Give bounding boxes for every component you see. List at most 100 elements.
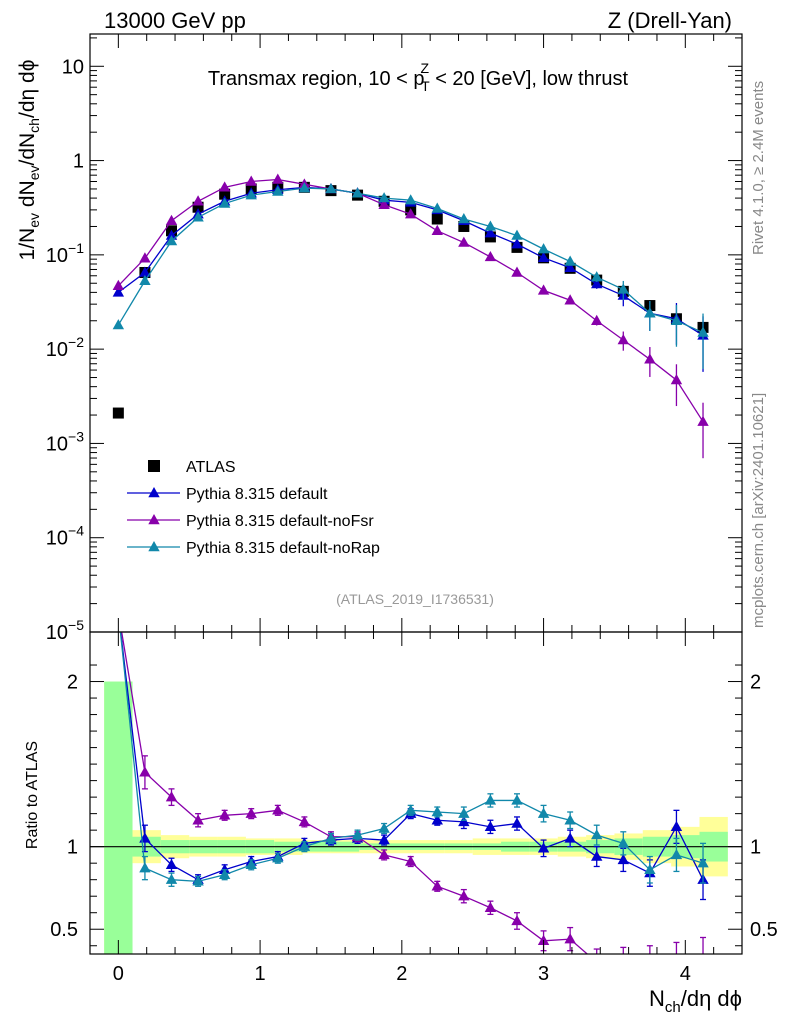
data-point <box>697 326 709 337</box>
ratio-pythia-8-315-default-nofsr <box>121 632 707 966</box>
ratio-data-point <box>511 817 523 828</box>
ratio-data-point <box>458 815 470 827</box>
data-point <box>458 220 470 232</box>
data-point <box>112 286 125 297</box>
ratio-data-point <box>431 805 443 817</box>
ratio-data-point <box>245 807 257 818</box>
ratio-plot: 0.5 0.5 1 1 2 2 0 1 2 3 4 Ratio to ATLAS Nch/dη dϕ <box>24 631 778 1016</box>
data-point <box>617 334 629 345</box>
ratio-axis-ticks: 0.5 0.5 1 1 2 2 0 1 2 3 4 <box>50 632 778 985</box>
data-point <box>484 220 497 231</box>
series-pythia-8-315-default-nofsr <box>112 173 709 459</box>
data-point <box>564 261 576 272</box>
ratio-data-point <box>511 794 523 805</box>
ratio-data-point <box>617 853 629 865</box>
ratio-plot-frame <box>89 631 743 955</box>
ratio-data-point <box>484 820 497 832</box>
data-point <box>112 319 125 330</box>
ratio-data-point <box>591 829 603 840</box>
data-point <box>458 213 470 224</box>
legend-marker <box>148 487 160 498</box>
ratio-series-group <box>119 632 709 966</box>
ratio-data-point <box>458 890 470 901</box>
data-point <box>458 236 470 247</box>
data-point <box>537 284 550 295</box>
data-point <box>431 213 443 225</box>
ratio-data-point <box>351 829 364 840</box>
ratio-x-tick-label: 1 <box>255 963 266 985</box>
y-tick-label: 10−4 <box>46 523 84 550</box>
main-axis-ticks: 10 1 10−1 10−2 10−3 10−4 10−5 <box>46 34 742 644</box>
ratio-y-tick-label: 1 <box>67 837 78 859</box>
ratio-data-point <box>564 933 576 944</box>
ratio-data-point <box>165 873 178 884</box>
data-point <box>139 274 151 286</box>
ratio-data-point <box>618 956 629 966</box>
ratio-y-tick-label-right: 2 <box>750 672 761 694</box>
ratio-data-point <box>431 814 443 825</box>
ratio-data-point <box>298 840 311 851</box>
data-point <box>351 187 364 198</box>
ratio-data-point <box>644 956 655 966</box>
ratio-data-point <box>537 842 550 853</box>
y-tick-label: 1 <box>73 151 84 173</box>
ratio-line <box>121 632 589 954</box>
y-tick-label: 10−1 <box>46 240 84 267</box>
ratio-data-point <box>670 848 683 860</box>
ratio-data-point <box>272 804 284 815</box>
ratio-x-tick-label: 2 <box>396 963 407 985</box>
ratio-data-point <box>458 807 470 818</box>
ratio-data-point <box>564 814 576 825</box>
data-point <box>245 189 257 200</box>
ratio-data-point <box>272 852 284 863</box>
ratio-data-point <box>564 832 576 843</box>
ratio-data-point <box>511 914 523 926</box>
ratio-data-point <box>165 791 178 802</box>
ratio-data-point <box>218 868 231 879</box>
data-point <box>644 353 656 364</box>
legend-entry: Pythia 8.315 default-noRap <box>127 540 380 557</box>
data-point <box>218 197 231 208</box>
data-point <box>404 208 417 219</box>
x-axis-label: Nch/dη dϕ <box>649 986 742 1016</box>
data-point <box>511 238 523 249</box>
data-point <box>484 227 497 238</box>
ratio-y-tick-label-right: 0.5 <box>750 919 778 941</box>
ratio-data-point <box>591 956 602 966</box>
data-point <box>192 195 204 206</box>
ratio-data-point <box>404 804 417 815</box>
ratio-data-point <box>484 901 497 912</box>
y-tick-label: 10−2 <box>46 334 84 361</box>
main-series <box>112 173 709 459</box>
stat-band <box>104 681 133 954</box>
ratio-data-point <box>165 858 178 870</box>
ratio-y-label: Ratio to ATLAS <box>24 741 41 849</box>
y-tick-label: 10 <box>62 56 84 78</box>
legend-label: Pythia 8.315 default-noRap <box>186 540 380 557</box>
ratio-data-point <box>192 875 204 886</box>
ratio-data-point <box>325 832 337 843</box>
ratio-data-point <box>697 857 709 868</box>
ratio-data-point <box>537 807 550 818</box>
data-point <box>431 202 443 213</box>
ratio-data-point <box>378 822 390 833</box>
side-label-rivet: Rivet 4.1.0, ≥ 2.4M events <box>750 81 767 255</box>
legend-label: Pythia 8.315 default-noFsr <box>186 513 374 530</box>
data-point <box>591 271 603 282</box>
data-point <box>404 194 417 205</box>
ratio-data-point <box>139 862 151 873</box>
side-label-mcplots-text: mcplots.cern.ch [arXiv:2401.10621] <box>750 393 767 628</box>
data-point <box>325 182 337 194</box>
watermark: (ATLAS_2019_I1736531) <box>336 591 494 607</box>
data-point <box>511 229 523 240</box>
data-point <box>218 181 231 192</box>
data-point <box>272 185 284 196</box>
data-point <box>378 198 390 209</box>
data-point <box>564 294 576 305</box>
legend-label: ATLAS <box>186 459 236 476</box>
ratio-y-label-text: Ratio to ATLAS <box>24 741 41 849</box>
main-plot-title: Transmax region, 10 < pZ T < 20 [GeV], lo… <box>208 60 629 94</box>
ratio-x-tick-label: 3 <box>538 963 549 985</box>
y-tick-label: 10−3 <box>46 428 84 455</box>
